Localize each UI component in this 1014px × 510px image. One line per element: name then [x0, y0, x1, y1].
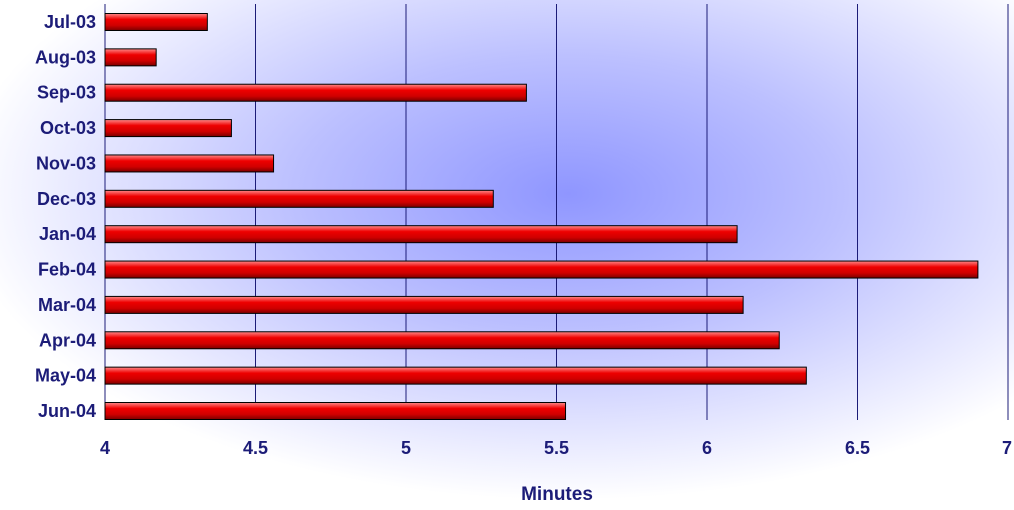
x-tick-label: 4.5	[243, 438, 268, 458]
category-label: Jul-03	[44, 12, 96, 32]
bar	[104, 119, 232, 138]
x-axis-title: Minutes	[521, 484, 593, 505]
x-tick-label: 6	[702, 438, 712, 458]
x-tick-labels: 4 4.5 5 5.5 6 6.5 7	[100, 438, 1012, 458]
bar	[104, 366, 807, 385]
gridlines	[104, 4, 1009, 420]
x-tick-label: 4	[100, 438, 110, 458]
bar	[104, 260, 979, 279]
category-label: Dec-03	[37, 189, 96, 209]
category-label: Nov-03	[36, 153, 96, 173]
bar	[104, 295, 744, 314]
category-label: Apr-04	[39, 330, 96, 350]
bar	[104, 225, 738, 244]
category-label: Aug-03	[35, 47, 96, 67]
bar	[104, 154, 275, 173]
category-label: Jan-04	[39, 224, 96, 244]
category-label: Mar-04	[38, 295, 96, 315]
category-label: May-04	[35, 366, 96, 386]
bar	[104, 48, 157, 67]
x-tick-label: 5.5	[544, 438, 569, 458]
bar	[104, 13, 208, 31]
category-labels: Jul-03 Aug-03 Sep-03 Oct-03 Nov-03 Dec-03 Jan-…	[35, 12, 96, 421]
bars	[104, 13, 979, 420]
category-label: Jun-04	[38, 401, 96, 421]
category-label: Sep-03	[37, 83, 96, 103]
bar	[104, 83, 527, 102]
x-tick-label: 5	[401, 438, 411, 458]
category-label: Oct-03	[40, 118, 96, 138]
bar	[104, 189, 494, 208]
bar	[104, 331, 780, 350]
bar	[104, 402, 567, 420]
category-label: Feb-04	[38, 260, 96, 280]
x-tick-label: 7	[1002, 438, 1012, 458]
x-tick-label: 6.5	[845, 438, 870, 458]
